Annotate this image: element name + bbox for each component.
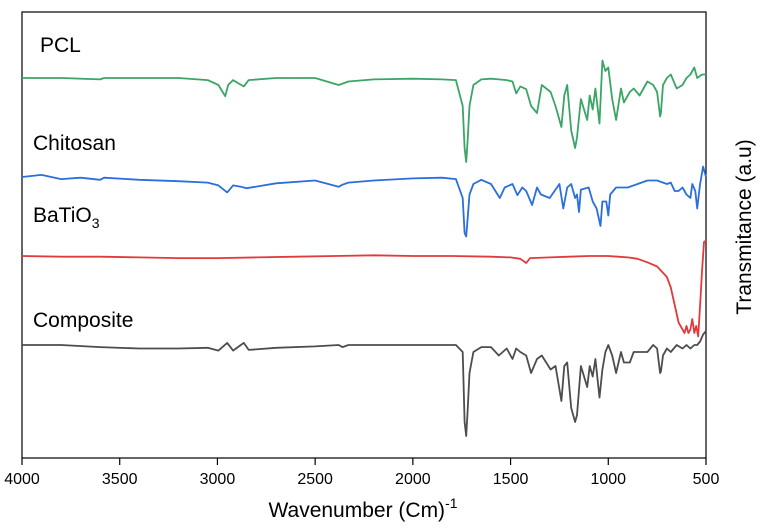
plot-border	[21, 11, 707, 459]
x-axis-title-text: Wavenumber (Cm)	[268, 499, 445, 522]
series-label-pcl: PCL	[40, 34, 81, 57]
x-tick-label: 4000	[4, 471, 40, 488]
plot-frame	[21, 11, 707, 459]
series-label-composite: Composite	[33, 309, 133, 332]
series-label-batio3: BaTiO3	[33, 204, 100, 231]
x-tick-label: 3000	[200, 471, 236, 488]
x-axis-title: Wavenumber (Cm)-1	[268, 495, 457, 522]
series-line-chitosan	[21, 165, 707, 238]
series-labels: PCL Chitosan BaTiO3 Composite	[33, 34, 133, 332]
x-tick-label: 1000	[590, 471, 626, 488]
x-tick-label: 1500	[493, 471, 529, 488]
x-axis-title-superscript: -1	[445, 495, 458, 511]
x-tick-label: 2500	[297, 471, 333, 488]
series-line-composite	[22, 330, 707, 437]
x-tick-label: 500	[693, 471, 720, 488]
x-axis-ticks: 4000 3500 3000 2500 2000 1500 1000 500	[4, 458, 719, 488]
y-axis-title: Transmitance (a.u)	[733, 139, 756, 314]
series-line-pcl	[22, 59, 706, 163]
x-tick-label: 2000	[395, 471, 431, 488]
series-line-batio3	[21, 239, 707, 338]
series-layer	[21, 59, 707, 437]
series-label-chitosan: Chitosan	[33, 132, 116, 155]
x-tick-label: 3500	[102, 471, 138, 488]
